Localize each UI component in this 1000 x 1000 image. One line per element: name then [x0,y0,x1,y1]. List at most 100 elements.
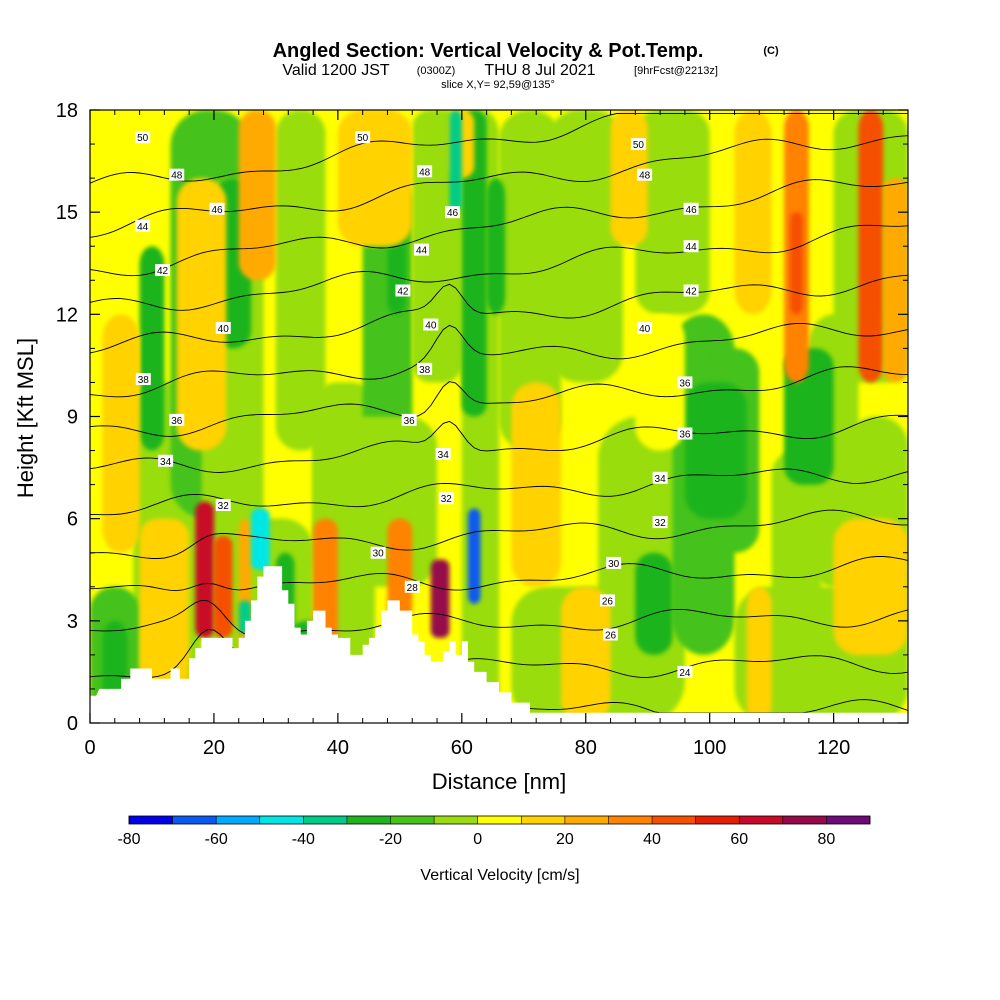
terrain [90,566,908,723]
contour-label-box [169,413,185,426]
contour-label: 24 [679,668,691,679]
contour-label: 26 [605,630,617,641]
contour-label: 26 [602,596,614,607]
theta-contour [90,135,908,238]
velocity-cell [864,212,878,315]
contour-label: 48 [419,167,431,178]
velocity-cell [176,178,227,451]
contour-label-box [677,427,693,440]
velocity-cell [387,518,413,621]
contour-label-box [417,165,433,178]
contour-label: 40 [425,321,437,332]
velocity-cell [468,508,481,604]
colorbar-swatch [216,816,260,824]
slice-label: slice X,Y= 92,59@135° [441,79,555,91]
contour-label: 28 [407,583,419,594]
contour-label-box [404,580,420,593]
colorbar-swatch [259,816,304,824]
velocity-cell [430,559,450,638]
colorbar-tick-label: 80 [818,831,836,848]
velocity-cell [461,110,487,417]
contour-label: 34 [160,457,172,468]
contour-label-box [652,516,668,529]
contour-label-box [637,321,653,334]
theta-contour [90,322,908,398]
velocity-cell [511,382,561,587]
x-tick-label: 20 [203,737,225,759]
theta-contour [90,224,908,311]
subtitle-valid-time: Valid 1200 JST [282,62,390,79]
contour-label-box [135,131,151,144]
y-tick-label: 6 [67,509,78,531]
contour-label: 42 [686,286,698,297]
colorbar-swatch [695,816,740,824]
contour-label-box [209,202,225,215]
contour-label: 38 [419,365,431,376]
colorbar-swatch [172,816,217,824]
velocity-cell [499,110,561,451]
contour-label-box [169,168,185,181]
y-tick-label: 0 [67,713,78,735]
chart-title-unit: (C) [763,45,779,57]
contour-label-box [417,362,433,375]
velocity-cell [635,314,685,451]
contour-label-box [135,219,151,232]
velocity-cell [139,518,190,689]
contour-label-box [135,373,151,386]
contour-label: 40 [639,324,651,335]
y-tick-label: 18 [56,100,78,122]
colorbar-tick-label: -80 [117,831,140,848]
colorbar-swatch [434,816,478,824]
contour-label: 46 [447,208,459,219]
contour-label: 38 [138,375,150,386]
contour-label: 36 [404,416,416,427]
contour-label: 44 [137,222,149,233]
velocity-cell [746,586,772,723]
colorbar-label: Vertical Velocity [cm/s] [420,867,579,884]
velocity-cell [195,501,214,638]
colorbar: -80 -60 -40 -20 0 20 40 60 80 [117,815,871,848]
contour-label: 48 [639,171,651,182]
colorbar-tick-label: -60 [205,831,228,848]
colorbar-swatch [129,816,173,824]
velocity-cell [139,246,165,451]
x-tick-label: 120 [817,737,850,759]
theta-contour [90,414,908,473]
contour-label: 50 [633,140,645,151]
colorbar-tick-label: 0 [473,831,482,848]
velocity-cell [337,110,413,247]
subtitle-date: THU 8 Jul 2021 [484,62,595,79]
y-tick-label: 15 [56,202,78,224]
velocity-cell [486,178,506,315]
colorbar-swatch [652,816,696,824]
y-tick-label: 12 [56,304,78,326]
x-tick-label: 60 [451,737,473,759]
contour-label: 30 [373,549,385,560]
contour-label: 36 [679,430,691,441]
contour-label-box [606,556,622,569]
plot-area: 50 48 46 44 42 40 38 36 34 32 50 48 46 44 42 40 38 36 34 32… [90,110,908,723]
colorbar-tick-label: -20 [379,831,402,848]
colorbar-swatch [477,816,522,824]
contour-label: 34 [438,450,450,461]
contour-label-box [395,284,411,297]
contour-label: 44 [686,242,698,253]
contour-label-box [599,594,615,607]
contour-label-box [652,471,668,484]
velocity-cell [251,508,270,570]
contour-label-box [683,240,699,253]
x-tick-label: 0 [84,737,95,759]
x-tick-label: 80 [575,737,597,759]
contour-label: 40 [218,324,230,335]
velocity-cell [102,314,140,553]
chart-title: Angled Section: Vertical Velocity & Pot.… [273,40,704,62]
colorbar-swatch [346,816,391,824]
colorbar-swatch [390,816,435,824]
velocity-cell [635,552,673,655]
contour-label-box [630,138,646,151]
velocity-cell [790,212,803,315]
subtitle-utc-time: (0300Z) [417,65,456,77]
